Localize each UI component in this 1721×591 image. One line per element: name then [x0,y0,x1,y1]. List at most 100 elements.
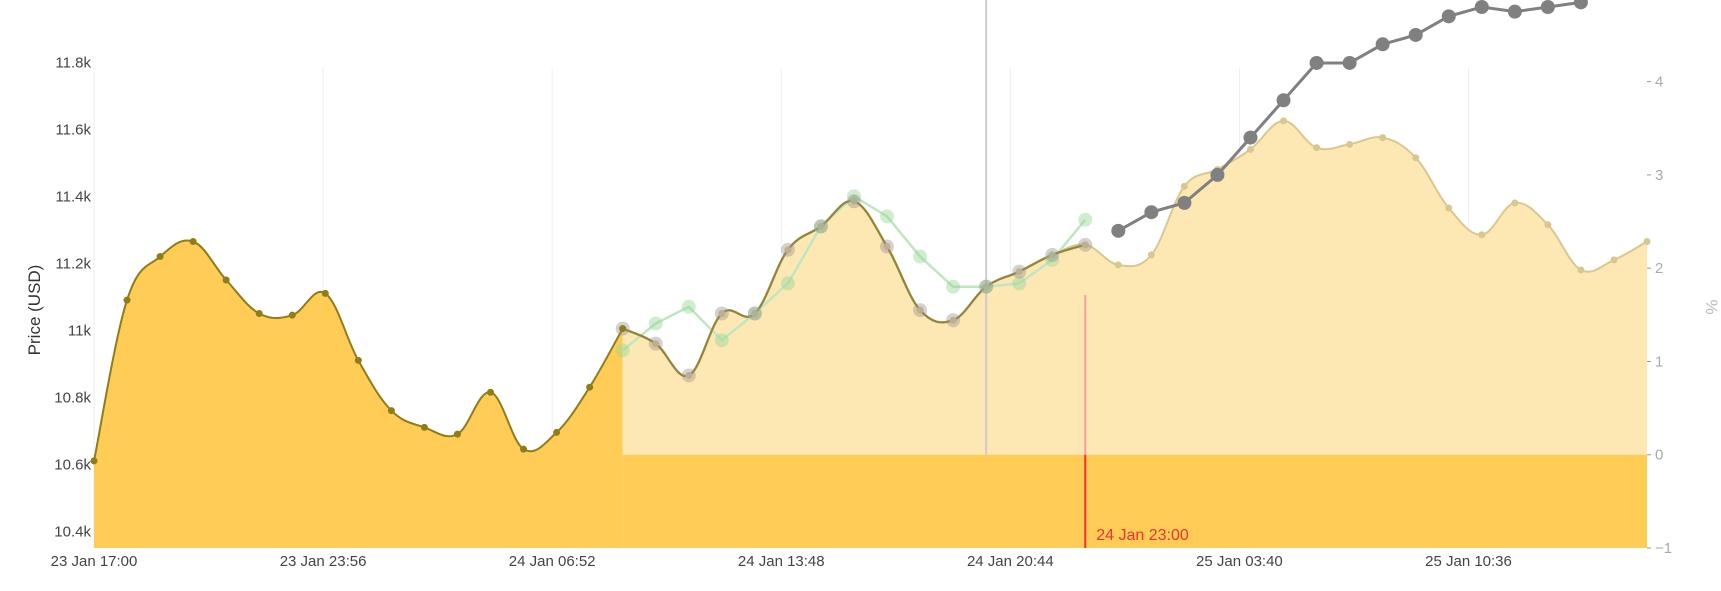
x-tick-label: 24 Jan 20:44 [967,553,1054,570]
forecast-point [1577,266,1585,274]
price-point [487,388,495,396]
y-tick-label: 11.2k [55,255,91,272]
price-point [222,276,230,284]
marker-layer [90,0,1651,465]
percent-change-point [1441,9,1456,24]
percent-change-point [1474,0,1489,14]
prediction-point [946,313,961,328]
price-point [586,383,594,391]
x-tick-label: 24 Jan 13:48 [738,553,825,570]
price-point [156,253,164,261]
percent-change-point [1276,93,1291,108]
forecast-point [916,306,924,314]
forecast-point [883,243,891,250]
forecast-point [784,246,792,254]
percent-change-point [1177,195,1192,210]
forecast-point [982,283,990,291]
forecast-point [1313,144,1321,152]
green-forecast-point [913,249,928,264]
forecast-point [1147,251,1155,259]
percent-change-point [1111,223,1126,238]
forecast-area [622,120,1647,455]
x-tick-label: 23 Jan 17:00 [51,553,138,570]
forecast-point [1412,154,1420,162]
green-forecast-point [1078,212,1093,227]
prediction-point [1045,247,1060,262]
axis-layer: 24 Jan 23:00 10.4k 10.6k 10.8k 11k 11.2k 11.4k… [51,54,1672,570]
y-tick-label: 10.4k [54,523,91,540]
green-forecast-point [1012,276,1027,291]
price-point [420,423,428,431]
percent-change-point [1540,0,1555,14]
green-forecast-point [946,279,961,294]
forecast-point [652,340,660,348]
fill-layer [94,120,1647,548]
y2-axis-title: % [1702,299,1721,314]
green-forecast-line [621,194,1087,352]
forecast-point [1445,204,1453,212]
y2-tick-label: 4 [1655,74,1663,91]
percent-change-point [1243,130,1258,145]
percent-change-point [1309,55,1324,70]
price-line [93,239,624,462]
forecast-point [1511,199,1519,207]
y-tick-label: 11.4k [55,188,91,205]
percent-change-point [1144,205,1159,220]
x-tick-label: 23 Jan 23:56 [280,553,367,570]
x-tick-label: 24 Jan 06:52 [509,553,596,570]
y-tick-label: 10.8k [54,389,91,406]
forecast-point [1081,241,1089,249]
prediction-point [846,194,861,209]
green-forecast-point [979,279,994,294]
percent-change-point [1507,4,1522,19]
prediction-point [648,336,663,351]
forecast-point [1610,256,1618,264]
y2-tick-label: 1 [1655,353,1663,370]
forecast-point [751,310,759,317]
prediction-point [747,306,762,321]
green-forecast-point [648,316,663,331]
prediction-point [880,239,895,254]
green-forecast-point [1045,252,1060,267]
prediction-point [913,303,928,318]
forecast-point [1280,117,1288,125]
price-point [354,356,362,364]
forecast-point [1048,251,1056,259]
green-forecast-point [681,299,696,314]
forecast-point [1643,237,1651,245]
prediction-point [780,242,795,257]
price-point [520,445,528,453]
forecast-point [817,222,825,230]
forecast-point [850,197,858,205]
prediction-point [979,279,994,294]
forecast-point [718,310,726,317]
forecast-point [1379,134,1387,142]
price-point [90,457,98,465]
y-tick-label: 11.8k [55,54,91,71]
y-axis-title: Price (USD) [25,265,44,356]
forecast-point [949,316,957,324]
green-forecast-point [714,333,729,348]
y-tick-label: 10.6k [54,456,91,473]
forecast-point [1346,140,1354,148]
x-tick-label: 25 Jan 03:40 [1196,553,1283,570]
y2-tick-label: −1 [1655,540,1672,557]
green-forecast-point [813,219,828,234]
green-forecast-point [747,306,762,321]
price-point [189,237,197,245]
price-point [453,430,461,438]
forecast-point [685,371,693,379]
price-point [387,407,395,415]
percent-change-point [1408,27,1423,42]
percent-change-point [1375,37,1390,52]
y2-tick-label: 3 [1655,167,1663,184]
price-point [288,311,296,319]
lower-band [622,454,1647,548]
y-tick-label: 11k [68,322,92,339]
green-forecast-point [780,276,795,291]
green-forecast-point [846,189,861,204]
price-point [255,310,263,317]
prediction-point [1012,264,1027,279]
forecast-point [1114,261,1122,269]
forecast-point [1246,145,1254,153]
